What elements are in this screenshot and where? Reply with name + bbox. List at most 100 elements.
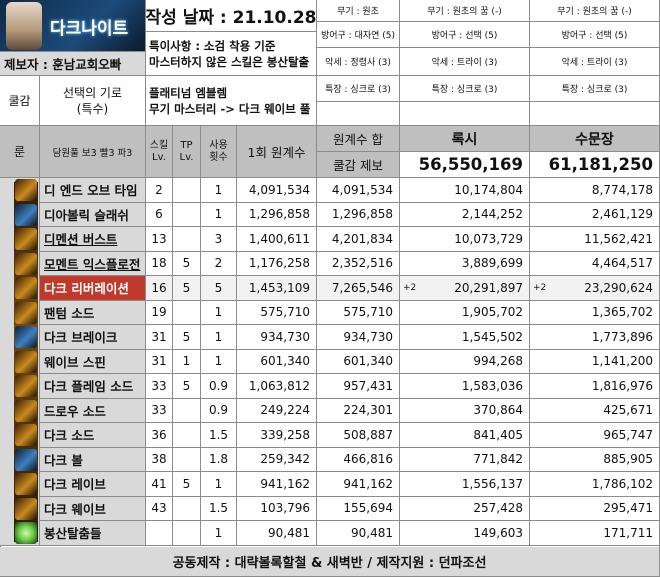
row-tp: [173, 202, 201, 227]
gear-acc-text: 악세 : 트라이 (3): [561, 58, 628, 68]
row-name-text: 봉산탈춤들: [44, 526, 102, 542]
row-use: 1: [201, 521, 237, 546]
row-use-text: 0.9: [208, 378, 229, 393]
row-set1: 257,428: [400, 496, 530, 521]
row-lv: 18: [146, 251, 173, 276]
platinum-line1: 플래티넘 엠블렘: [149, 85, 228, 100]
rune-detail-text: 담원풀 보3 빨3 파3: [52, 147, 133, 159]
gear-armor-text: 방어구 : 선택 (5): [561, 31, 628, 41]
row-set1-text: 149,603: [473, 525, 523, 540]
row-set1: 994,268: [400, 349, 530, 374]
row-sum: 224,301: [317, 398, 400, 423]
row-name: 디 엔드 오브 타임: [40, 178, 146, 203]
row-set1-text: 257,428: [473, 501, 523, 516]
row-set2-text: 4,464,517: [591, 256, 653, 271]
set2-total: 61,181,250: [530, 152, 660, 178]
row-set1-text: 1,545,502: [461, 329, 523, 344]
row-set2-text: 1,773,896: [591, 329, 653, 344]
row-sum-text: 466,816: [343, 452, 393, 467]
row-sum: 4,091,534: [317, 178, 400, 203]
bonus-mark: +2: [533, 282, 547, 293]
awaken-label: 쿨감: [0, 76, 40, 126]
row-use-text: 5: [214, 280, 223, 295]
row-use: 1.8: [201, 447, 237, 472]
row-set1-text: 10,174,804: [454, 182, 523, 197]
row-lv-text: 19: [151, 305, 167, 320]
gear-special-text: 특장 : 싱크로 (3): [431, 85, 498, 95]
row-set2-text: 1,816,976: [591, 378, 653, 393]
row-set2: 1,786,102: [530, 472, 660, 497]
bonus-mark: +2: [403, 282, 417, 293]
row-hit: 4,091,534: [237, 178, 317, 203]
row-hit: 249,224: [237, 398, 317, 423]
row-set1-text: 1,556,137: [461, 476, 523, 491]
dark-ball-icon: [15, 448, 37, 471]
row-name-text: 다크 웨이브: [44, 501, 106, 517]
rune-detail: 담원풀 보3 빨3 파3: [40, 126, 146, 178]
row-use: 1: [201, 325, 237, 350]
row-hit-text: 934,730: [260, 329, 310, 344]
row-tp-text: 5: [182, 280, 191, 295]
row-set2-text: 8,774,178: [591, 182, 653, 197]
per-hit-header: 1회 원계수: [237, 126, 317, 178]
row-tp-text: 5: [182, 476, 191, 491]
logo: 다크나이트: [0, 0, 146, 52]
row-hit-text: 1,400,611: [248, 231, 310, 246]
platinum-line2: 무기 마스터리 -> 다크 웨이브 풀: [149, 101, 311, 116]
row-set2-text: 295,471: [603, 501, 653, 516]
gear-set-2-weapon: 무기 : 원초의 꿈 (-): [400, 0, 530, 22]
row-lv-text: 38: [151, 452, 167, 467]
row-lv: 31: [146, 325, 173, 350]
row-sum-text: 155,694: [343, 501, 393, 516]
row-tp: 5: [173, 472, 201, 497]
row-hit: 575,710: [237, 300, 317, 325]
gear-weapon-text: 무기 : 원초의 꿈 (-): [427, 7, 502, 17]
sum-header: 원계수 합: [317, 126, 400, 152]
row-tp: 5: [173, 374, 201, 399]
row-sum: 4,201,834: [317, 227, 400, 252]
set2-name: 수문장: [530, 126, 660, 152]
set2-total-text: 61,181,250: [548, 155, 653, 174]
row-set1: 1,556,137: [400, 472, 530, 497]
row-name-text: 웨이브 스핀: [44, 354, 106, 370]
row-hit: 1,400,611: [237, 227, 317, 252]
row-sum-text: 575,710: [343, 305, 393, 320]
row-sum-text: 2,352,516: [331, 256, 393, 271]
row-lv-text: 31: [151, 354, 167, 369]
row-tp: [173, 300, 201, 325]
set1-name: 록시: [400, 126, 530, 152]
wave-spin-icon: [15, 350, 37, 373]
row-lv: 2: [146, 178, 173, 203]
row-set2-text: 1,141,200: [591, 354, 653, 369]
reporter-text: 제보자 : 훈남교회오빠: [4, 57, 122, 72]
row-set2: 1,141,200: [530, 349, 660, 374]
row-hit-text: 575,710: [260, 305, 310, 320]
row-name-text: 디멘션 버스트: [44, 232, 118, 248]
row-use-text: 3: [214, 231, 223, 246]
row-use: 1: [201, 178, 237, 203]
row-use-text: 1: [214, 354, 223, 369]
row-sum: 934,730: [317, 325, 400, 350]
row-set1-text: 771,842: [473, 452, 523, 467]
row-set2: 4,464,517: [530, 251, 660, 276]
row-use: 2: [201, 251, 237, 276]
row-hit-text: 1,296,858: [248, 207, 310, 222]
row-use-text: 1: [214, 182, 223, 197]
row-hit-text: 1,176,258: [248, 256, 310, 271]
row-set2-text: 171,711: [603, 525, 653, 540]
bongsan-icon: [15, 522, 37, 544]
row-tp: [173, 227, 201, 252]
notes-block: 특이사항 : 소검 착용 기준 마스터하지 않은 스킬은 봉산탈출: [146, 32, 317, 76]
row-hit-text: 103,796: [260, 501, 310, 516]
row-name: 웨이브 스핀: [40, 349, 146, 374]
rune-label-text: 룬: [13, 145, 26, 159]
row-set1: 1,583,036: [400, 374, 530, 399]
gear-weapon-text: 무기 : 원초의 꿈 (-): [557, 7, 632, 17]
row-sum-text: 224,301: [343, 403, 393, 418]
set1-total: 56,550,169: [400, 152, 530, 178]
row-tp-text: 5: [182, 378, 191, 393]
row-lv: 31: [146, 349, 173, 374]
gear-set-2-armor: 방어구 : 선택 (5): [400, 22, 530, 48]
row-hit-text: 259,342: [260, 452, 310, 467]
